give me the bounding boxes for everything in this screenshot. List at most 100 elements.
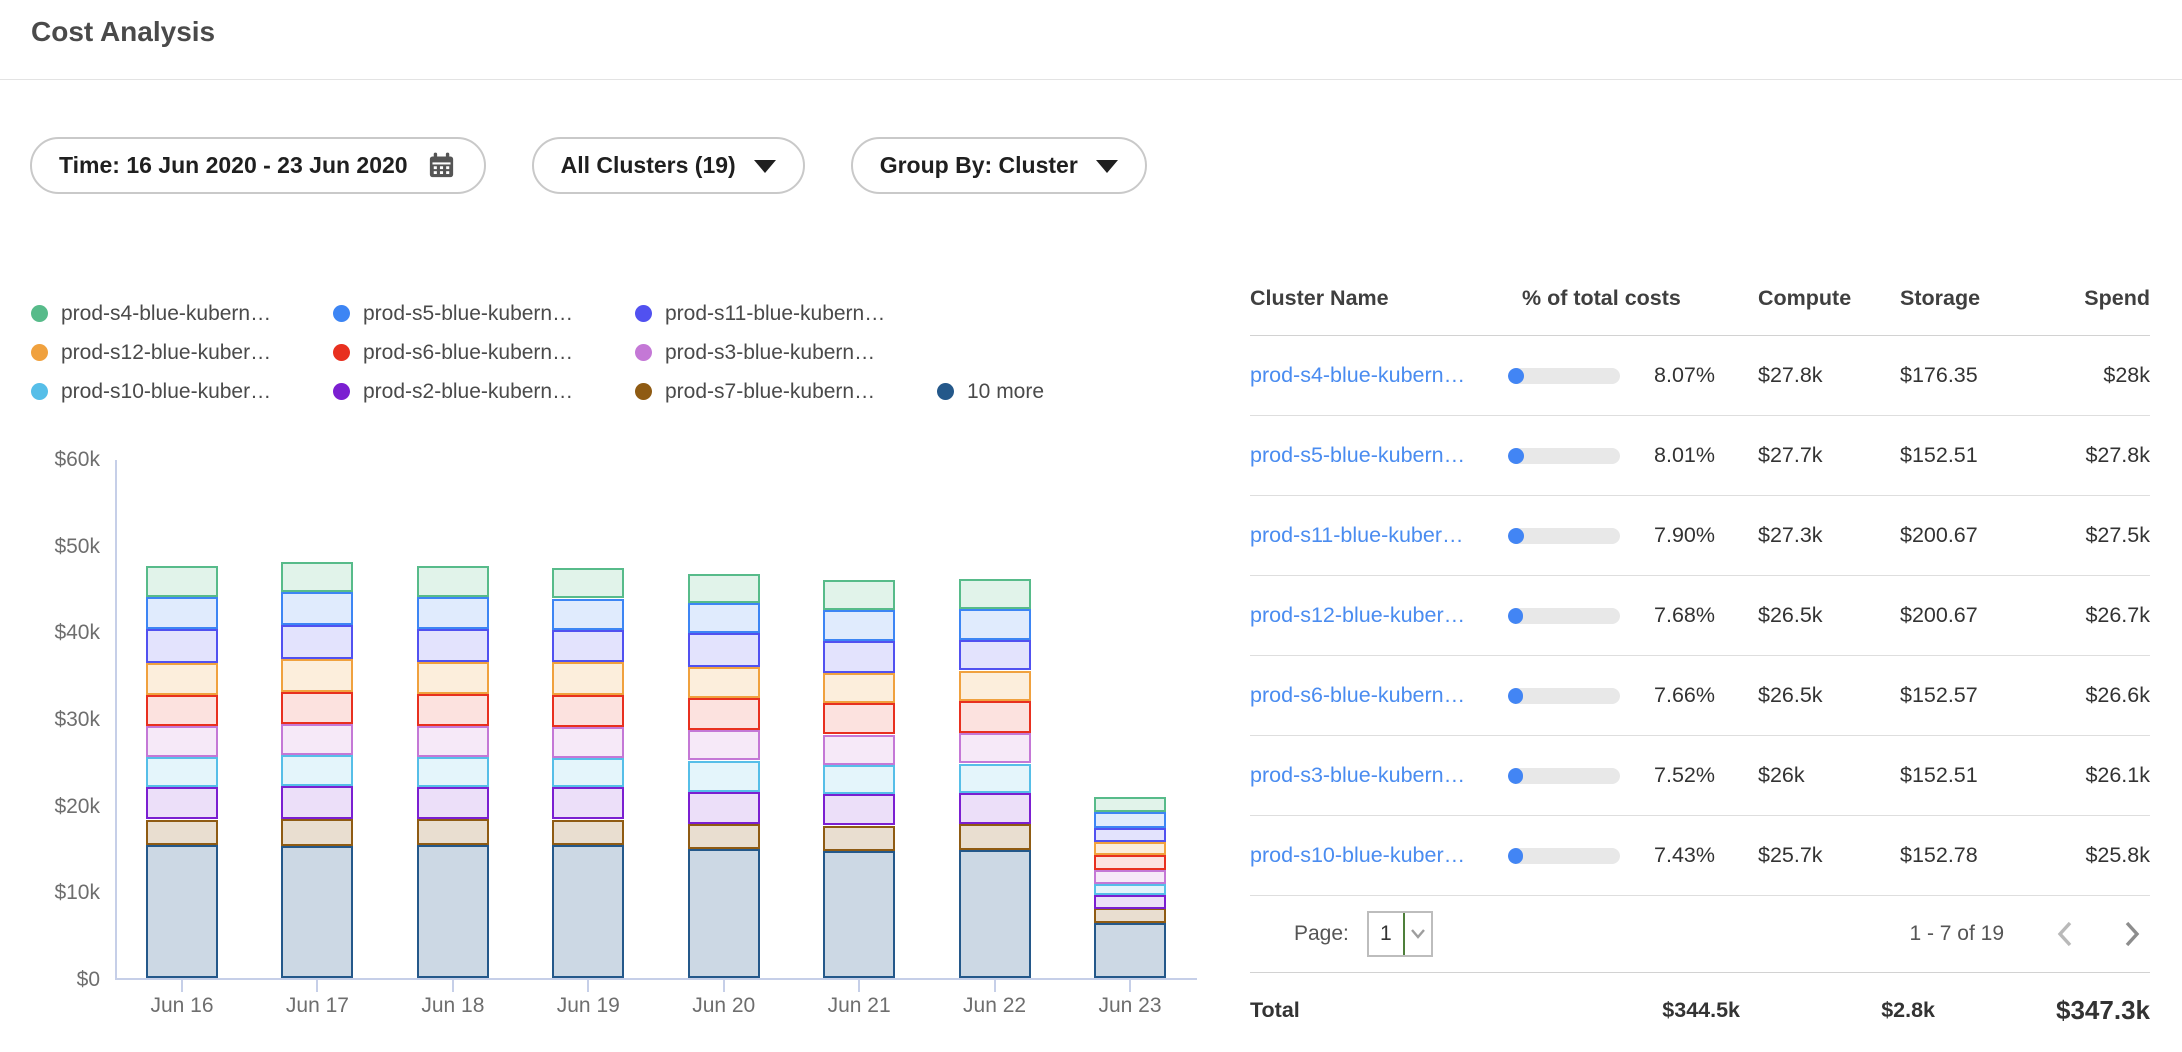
bar-segment[interactable] (552, 568, 624, 598)
bar-segment[interactable] (688, 792, 760, 824)
legend-item[interactable]: prod-s4-blue-kubern… (31, 302, 333, 326)
cluster-name-link[interactable]: prod-s11-blue-kuber… (1250, 523, 1464, 547)
bar-segment[interactable] (552, 695, 624, 727)
bar-segment[interactable] (688, 698, 760, 730)
bar-segment[interactable] (959, 793, 1031, 824)
bar-segment[interactable] (552, 820, 624, 845)
bar-segment[interactable] (959, 579, 1031, 609)
bar-segment[interactable] (823, 703, 895, 734)
bar-segment[interactable] (1094, 870, 1166, 884)
cluster-name-link[interactable]: prod-s12-blue-kuber… (1250, 603, 1465, 627)
bar-segment[interactable] (552, 845, 624, 978)
bar-segment[interactable] (417, 662, 489, 694)
legend-item[interactable]: prod-s11-blue-kubern… (635, 302, 885, 326)
bar-segment[interactable] (823, 673, 895, 703)
legend-item[interactable]: prod-s7-blue-kubern… (635, 380, 937, 404)
bar-segment[interactable] (959, 671, 1031, 701)
bar-segment[interactable] (823, 765, 895, 794)
cluster-name-link[interactable]: prod-s5-blue-kubern… (1250, 443, 1465, 467)
page-select[interactable]: 1 (1367, 911, 1433, 957)
bar-segment[interactable] (959, 640, 1031, 670)
bar-segment[interactable] (552, 630, 624, 662)
bar-segment[interactable] (552, 787, 624, 819)
bar-segment[interactable] (417, 787, 489, 819)
bar-segment[interactable] (146, 566, 218, 597)
legend-item[interactable]: prod-s6-blue-kubern… (333, 341, 635, 365)
bar-segment[interactable] (688, 761, 760, 792)
bar-segment[interactable] (281, 755, 353, 786)
bar-segment[interactable] (688, 574, 760, 603)
bar-segment[interactable] (823, 735, 895, 765)
bar-segment[interactable] (281, 786, 353, 819)
cluster-name-link[interactable]: prod-s6-blue-kubern… (1250, 683, 1465, 707)
bar-segment[interactable] (959, 764, 1031, 793)
bar-segment[interactable] (417, 757, 489, 787)
bar-segment[interactable] (959, 701, 1031, 733)
bar-segment[interactable] (552, 599, 624, 630)
bar-segment[interactable] (146, 663, 218, 695)
bar-segment[interactable] (688, 603, 760, 633)
bar-segment[interactable] (1094, 923, 1166, 978)
bar-segment[interactable] (1094, 812, 1166, 828)
cluster-name-link[interactable]: prod-s10-blue-kuber… (1250, 843, 1465, 867)
bar-segment[interactable] (1094, 908, 1166, 923)
legend-item[interactable]: prod-s12-blue-kuber… (31, 341, 333, 365)
bar-segment[interactable] (823, 610, 895, 641)
time-range-filter-button[interactable]: Time: 16 Jun 2020 - 23 Jun 2020 (30, 137, 486, 194)
bar-segment[interactable] (281, 846, 353, 978)
bar-segment[interactable] (688, 667, 760, 698)
bar-segment[interactable] (146, 726, 218, 757)
bar-segment[interactable] (823, 851, 895, 978)
previous-page-button[interactable] (2051, 920, 2079, 948)
bar-segment[interactable] (688, 849, 760, 978)
next-page-button[interactable] (2118, 920, 2146, 948)
legend-item[interactable]: prod-s3-blue-kubern… (635, 341, 875, 365)
bar-segment[interactable] (146, 757, 218, 787)
bar-segment[interactable] (417, 629, 489, 662)
bar-segment[interactable] (146, 820, 218, 845)
bar-segment[interactable] (823, 641, 895, 673)
bar-segment[interactable] (417, 845, 489, 978)
bar-segment[interactable] (146, 845, 218, 978)
bar-segment[interactable] (417, 597, 489, 629)
bar-segment[interactable] (146, 597, 218, 629)
bar-segment[interactable] (146, 695, 218, 726)
bar-segment[interactable] (688, 824, 760, 849)
bar-segment[interactable] (281, 819, 353, 846)
bar-segment[interactable] (552, 662, 624, 695)
bar-segment[interactable] (552, 758, 624, 787)
legend-item[interactable]: prod-s10-blue-kuber… (31, 380, 333, 404)
bar-segment[interactable] (1094, 855, 1166, 870)
bar-segment[interactable] (1094, 895, 1166, 909)
bar-segment[interactable] (146, 787, 218, 819)
legend-item[interactable]: prod-s2-blue-kubern… (333, 380, 635, 404)
bar-segment[interactable] (281, 592, 353, 625)
bar-segment[interactable] (959, 733, 1031, 763)
bar-segment[interactable] (959, 609, 1031, 640)
bar-segment[interactable] (417, 566, 489, 597)
bar-segment[interactable] (417, 694, 489, 726)
bar-segment[interactable] (281, 692, 353, 724)
legend-item[interactable]: 10 more (937, 380, 1044, 404)
bar-segment[interactable] (1094, 842, 1166, 855)
bar-segment[interactable] (146, 629, 218, 663)
bar-segment[interactable] (281, 562, 353, 592)
bar-segment[interactable] (281, 625, 353, 659)
bar-segment[interactable] (552, 727, 624, 758)
bar-segment[interactable] (1094, 828, 1166, 842)
cluster-name-link[interactable]: prod-s4-blue-kubern… (1250, 363, 1465, 387)
bar-segment[interactable] (688, 730, 760, 760)
bar-segment[interactable] (959, 824, 1031, 850)
legend-item[interactable]: prod-s5-blue-kubern… (333, 302, 635, 326)
bar-segment[interactable] (417, 726, 489, 757)
bar-segment[interactable] (959, 850, 1031, 978)
clusters-filter-button[interactable]: All Clusters (19) (532, 137, 805, 194)
bar-segment[interactable] (688, 633, 760, 667)
bar-segment[interactable] (823, 580, 895, 610)
bar-segment[interactable] (281, 724, 353, 755)
group-by-filter-button[interactable]: Group By: Cluster (851, 137, 1147, 194)
bar-segment[interactable] (417, 819, 489, 845)
bar-segment[interactable] (823, 794, 895, 825)
bar-segment[interactable] (823, 826, 895, 851)
bar-segment[interactable] (1094, 797, 1166, 812)
